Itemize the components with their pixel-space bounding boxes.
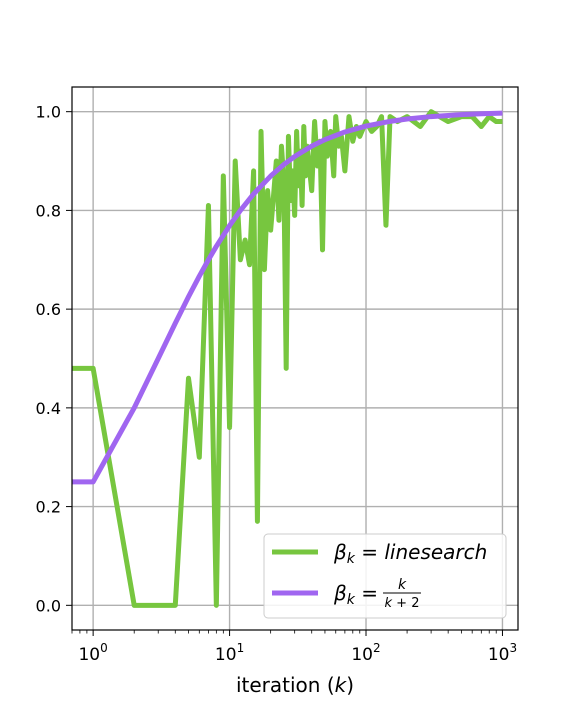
x-axis-label: iteration (k) [236,673,354,697]
legend-fraction-denominator: k + 2 [385,596,420,611]
legend-fraction-numerator: k [398,577,407,593]
y-tick-label: 0.4 [36,399,61,418]
y-tick-label: 0.2 [36,498,61,517]
series-line-linesearch [72,109,503,608]
legend-box [263,533,507,619]
y-tick-label: 0.6 [36,300,61,319]
x-axis-ticks: 100 101 102 103 [71,630,517,665]
x-tick-label: 101 [215,641,244,665]
series-line-k-over-k-plus-2 [72,110,503,485]
y-tick-label: 1.0 [36,103,61,122]
x-tick-label: 100 [78,641,107,665]
y-tick-label: 0.8 [36,201,61,220]
legend-label: βk = linesearch [333,540,487,567]
y-axis-ticks: 0.0 0.2 0.4 0.6 0.8 1.0 [36,103,72,615]
x-tick-label: 103 [488,641,517,665]
legend: βk = linesearch βk = k k + 2 [263,533,507,619]
x-tick-label: 102 [351,641,380,665]
legend-label: βk = [333,581,378,608]
series-lines [72,109,503,608]
y-tick-label: 0.0 [36,596,61,615]
